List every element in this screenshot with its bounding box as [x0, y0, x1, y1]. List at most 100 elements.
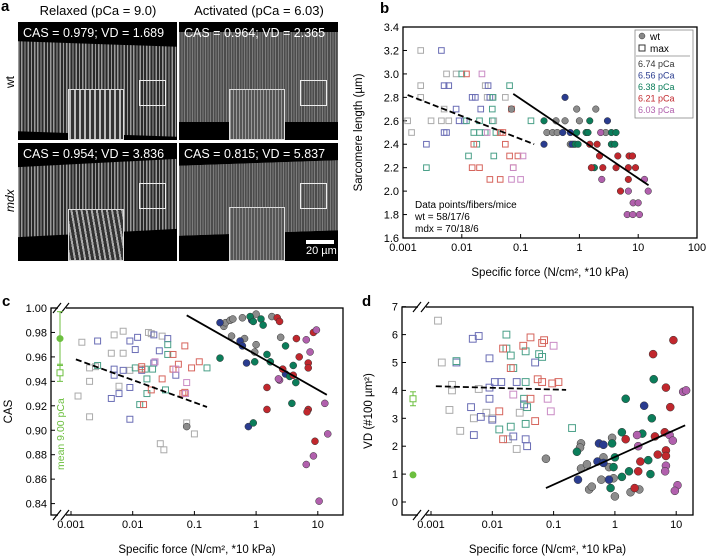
- mdx-point: [546, 407, 555, 416]
- mdx-point: [78, 338, 86, 346]
- wt-point: [653, 450, 662, 459]
- mdx-point: [495, 407, 504, 416]
- y-tick-label: 3: [392, 413, 398, 425]
- x-tick-label: 10: [632, 242, 644, 254]
- wt-point: [621, 434, 630, 444]
- x-axis-label: Specific force (N/cm², *10 kPa): [118, 544, 275, 556]
- mdx-point: [490, 117, 498, 125]
- y-tick-label: 3.2: [384, 45, 399, 57]
- x-tick-label: 1: [612, 519, 618, 531]
- mdx-point: [463, 70, 470, 78]
- mdx-point: [126, 366, 134, 374]
- mdx-point: [448, 386, 456, 395]
- mdx-point: [203, 364, 211, 372]
- mdx-point: [172, 365, 180, 373]
- wt-point: [311, 437, 319, 446]
- mdx-point: [164, 335, 172, 343]
- mdx-point: [149, 365, 157, 373]
- mdx-point: [496, 176, 504, 183]
- x-tick-label: 0.01: [482, 519, 503, 531]
- image-mdx-activated: 20 µm CAS = 0.815; VD = 5.837: [179, 143, 338, 261]
- mdx-point: [509, 164, 517, 171]
- wt-point: [624, 175, 632, 183]
- mdx-point: [158, 332, 166, 340]
- mdx-point: [408, 129, 415, 136]
- x-tick-label: 100: [688, 242, 706, 254]
- mdx-point: [470, 140, 478, 148]
- mdx-point: [509, 364, 518, 372]
- mdx-point: [490, 152, 498, 160]
- mdx-point: [540, 336, 549, 345]
- wt-point: [624, 187, 632, 195]
- y-tick-label: 7: [392, 302, 398, 314]
- wt-point: [584, 128, 592, 137]
- mdx-point: [519, 152, 527, 160]
- y-tick-label: 0.98: [26, 327, 47, 339]
- wt-point: [302, 336, 311, 344]
- mdx-point: [119, 366, 127, 374]
- wt-point: [593, 140, 601, 148]
- mdx-point: [155, 347, 163, 355]
- mdx-point: [519, 341, 528, 350]
- wt-point: [660, 467, 670, 476]
- mdx-point: [74, 392, 82, 400]
- wt-point: [599, 164, 607, 172]
- wt-point: [574, 140, 582, 148]
- legend-max-marker: [638, 44, 646, 52]
- wt-point: [573, 475, 583, 484]
- y-tick-label: 1.00: [26, 303, 47, 315]
- mdx-point: [502, 330, 511, 339]
- y-tick-label: 1.6: [384, 233, 399, 245]
- axis-break-mark: [412, 509, 422, 521]
- mdx-point: [486, 176, 494, 183]
- mdx-point: [443, 70, 450, 78]
- mdx-point: [506, 422, 515, 431]
- wt-point: [609, 462, 618, 472]
- wt-point: [597, 128, 605, 137]
- y-tick-label: 0.96: [26, 352, 47, 364]
- tile-metrics: CAS = 0.815; VD = 5.837: [184, 147, 326, 161]
- mdx-point: [497, 378, 506, 386]
- wt-point: [249, 419, 258, 427]
- wt-point: [572, 447, 582, 457]
- mdx-point: [488, 117, 496, 125]
- wt-point: [668, 436, 678, 445]
- mdx-point: [94, 337, 102, 345]
- data-count-annotation: Data points/fibers/mice: [415, 200, 517, 211]
- mdx-point: [156, 440, 164, 448]
- wt-point: [617, 428, 627, 437]
- mdx-point: [548, 379, 557, 388]
- mdx-point: [465, 152, 472, 160]
- fit-line-mdx: [435, 385, 567, 391]
- x-tick-label: 0.001: [57, 519, 85, 531]
- wt-point: [229, 315, 237, 323]
- mdx-point: [107, 349, 115, 357]
- column-title-activated: Activated (pCa = 6.03): [194, 3, 324, 18]
- mdx-point: [467, 403, 475, 412]
- mdx-point: [188, 364, 196, 372]
- wt-point: [309, 452, 318, 460]
- wt-point: [611, 140, 619, 148]
- mdx-point: [469, 414, 478, 423]
- mdx-point: [484, 82, 492, 89]
- x-tick-label: 0.01: [122, 519, 143, 531]
- y-tick-label: 0.84: [26, 499, 47, 511]
- wt-point: [614, 152, 622, 160]
- mean-label: mean 9.00 pCa: [55, 398, 67, 470]
- axis-break-gap: [58, 304, 66, 312]
- mdx-point: [86, 377, 94, 385]
- wt-point: [603, 117, 612, 125]
- y-tick-label: 1: [392, 469, 398, 481]
- wt-point: [607, 439, 617, 448]
- wt-point: [648, 349, 658, 359]
- wt-point: [303, 408, 311, 416]
- wt-point: [644, 455, 653, 465]
- mdx-point: [502, 94, 509, 101]
- mdx-point: [504, 435, 512, 444]
- x-tick-label: 1: [253, 519, 259, 531]
- mdx-point: [523, 442, 532, 451]
- mdx-point: [131, 364, 139, 372]
- y-tick-label: 2.0: [384, 186, 399, 198]
- mdx-point: [488, 415, 497, 424]
- x-tick-label: 0.01: [451, 242, 472, 254]
